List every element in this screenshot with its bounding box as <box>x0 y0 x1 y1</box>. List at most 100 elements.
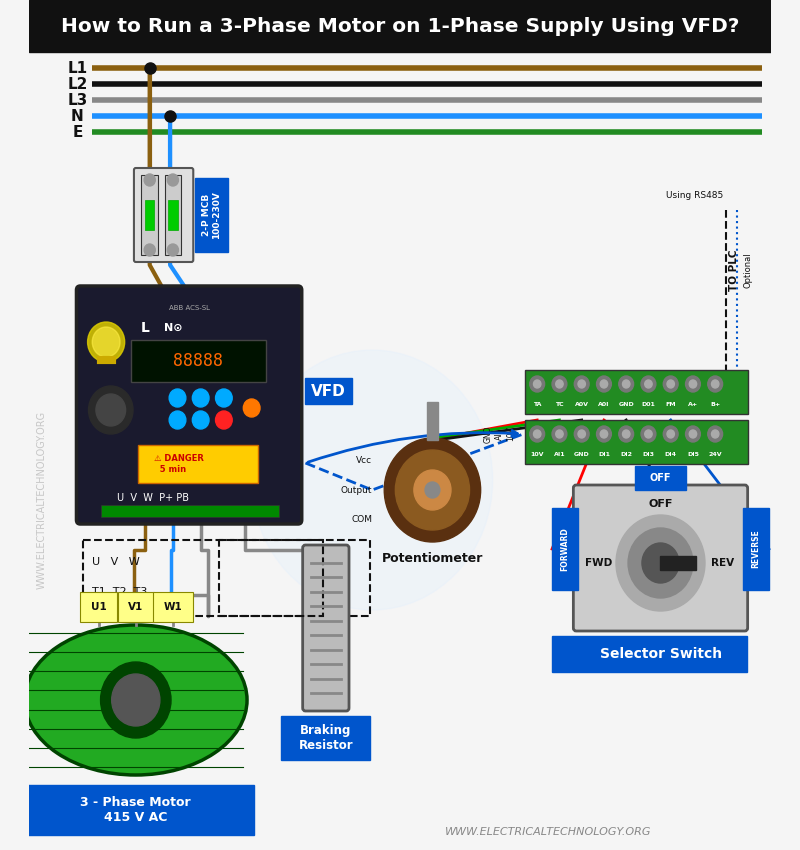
Text: DI2: DI2 <box>620 451 632 456</box>
Bar <box>306 378 352 404</box>
Circle shape <box>641 426 656 442</box>
Bar <box>219 540 323 616</box>
Text: Selector Switch: Selector Switch <box>600 647 722 661</box>
Text: Using RS485: Using RS485 <box>666 190 723 200</box>
Circle shape <box>622 380 630 388</box>
Circle shape <box>556 430 563 438</box>
Text: 3 - Phase Motor
415 V AC: 3 - Phase Motor 415 V AC <box>81 796 191 824</box>
Text: TO PLC: TO PLC <box>729 249 738 291</box>
Bar <box>635 466 686 490</box>
Bar <box>0 684 26 716</box>
Circle shape <box>711 430 719 438</box>
Circle shape <box>690 430 697 438</box>
Circle shape <box>641 376 656 392</box>
Bar <box>131 340 266 382</box>
Text: DI4: DI4 <box>665 451 677 456</box>
FancyBboxPatch shape <box>134 168 194 262</box>
Text: Braking
Resistor: Braking Resistor <box>298 724 353 752</box>
Circle shape <box>628 528 693 598</box>
Circle shape <box>192 389 209 407</box>
FancyBboxPatch shape <box>77 286 302 524</box>
Circle shape <box>667 380 674 388</box>
Bar <box>525 420 748 464</box>
Circle shape <box>556 380 563 388</box>
Text: E: E <box>72 124 82 139</box>
Circle shape <box>578 380 586 388</box>
Text: WWW.ELECTRICALTECHNOLOGY.ORG: WWW.ELECTRICALTECHNOLOGY.ORG <box>37 411 47 589</box>
Circle shape <box>215 411 232 429</box>
Circle shape <box>534 380 541 388</box>
Bar <box>743 508 769 590</box>
FancyBboxPatch shape <box>574 485 748 631</box>
Circle shape <box>530 376 545 392</box>
Text: 24V: 24V <box>708 451 722 456</box>
Circle shape <box>167 174 178 186</box>
Bar <box>282 716 370 760</box>
Text: DI1: DI1 <box>598 451 610 456</box>
Circle shape <box>425 482 440 498</box>
Circle shape <box>597 426 611 442</box>
Bar <box>165 175 182 255</box>
Circle shape <box>87 322 125 362</box>
Text: A+: A+ <box>688 401 698 406</box>
Bar <box>661 556 696 570</box>
Circle shape <box>708 376 722 392</box>
Text: OFF: OFF <box>648 499 673 509</box>
Text: L1: L1 <box>67 60 87 76</box>
Bar <box>168 200 178 230</box>
Text: L3: L3 <box>67 93 87 107</box>
Circle shape <box>642 543 679 583</box>
Text: ⚠ DANGER
  5 min: ⚠ DANGER 5 min <box>154 454 204 473</box>
Bar <box>142 175 158 255</box>
Text: AI1: AI1 <box>494 428 504 440</box>
Text: V1: V1 <box>128 602 143 612</box>
Bar <box>83 540 370 616</box>
Circle shape <box>667 430 674 438</box>
Circle shape <box>686 426 700 442</box>
Text: W1: W1 <box>163 602 182 612</box>
Text: T1  T2  T3: T1 T2 T3 <box>92 587 148 597</box>
Circle shape <box>578 430 586 438</box>
Circle shape <box>169 389 186 407</box>
Circle shape <box>574 426 589 442</box>
Ellipse shape <box>25 625 247 775</box>
Text: Output: Output <box>341 485 372 495</box>
Bar <box>17 785 254 835</box>
Text: L2: L2 <box>67 76 87 92</box>
Text: 10V: 10V <box>530 451 544 456</box>
Text: N⊙: N⊙ <box>163 323 182 333</box>
Circle shape <box>252 350 493 610</box>
Text: U  V  W  P+ PB: U V W P+ PB <box>118 493 190 503</box>
Circle shape <box>622 430 630 438</box>
Circle shape <box>167 244 178 256</box>
Bar <box>427 402 438 440</box>
Circle shape <box>96 394 126 426</box>
Text: L: L <box>141 321 150 335</box>
Text: A0V: A0V <box>574 401 589 406</box>
Bar <box>552 636 746 672</box>
Circle shape <box>645 430 652 438</box>
Circle shape <box>414 470 451 510</box>
Circle shape <box>600 380 608 388</box>
Circle shape <box>645 380 652 388</box>
Text: Potentiometer: Potentiometer <box>382 552 483 564</box>
Circle shape <box>112 674 160 726</box>
Circle shape <box>144 174 155 186</box>
Text: VFD: VFD <box>311 383 346 399</box>
Text: 10V: 10V <box>506 427 515 441</box>
Circle shape <box>534 430 541 438</box>
Text: How to Run a 3-Phase Motor on 1-Phase Supply Using VFD?: How to Run a 3-Phase Motor on 1-Phase Su… <box>61 16 739 36</box>
Circle shape <box>384 438 481 542</box>
Circle shape <box>395 450 470 530</box>
Text: 2-P MCB
100-230V: 2-P MCB 100-230V <box>202 191 222 239</box>
Circle shape <box>552 426 567 442</box>
Text: Optional: Optional <box>743 252 752 288</box>
Text: GND: GND <box>483 425 493 443</box>
Circle shape <box>663 376 678 392</box>
Circle shape <box>708 426 722 442</box>
Circle shape <box>243 399 260 417</box>
Bar <box>145 200 154 230</box>
Circle shape <box>618 376 634 392</box>
Text: COM: COM <box>351 515 372 524</box>
Bar <box>138 445 258 483</box>
